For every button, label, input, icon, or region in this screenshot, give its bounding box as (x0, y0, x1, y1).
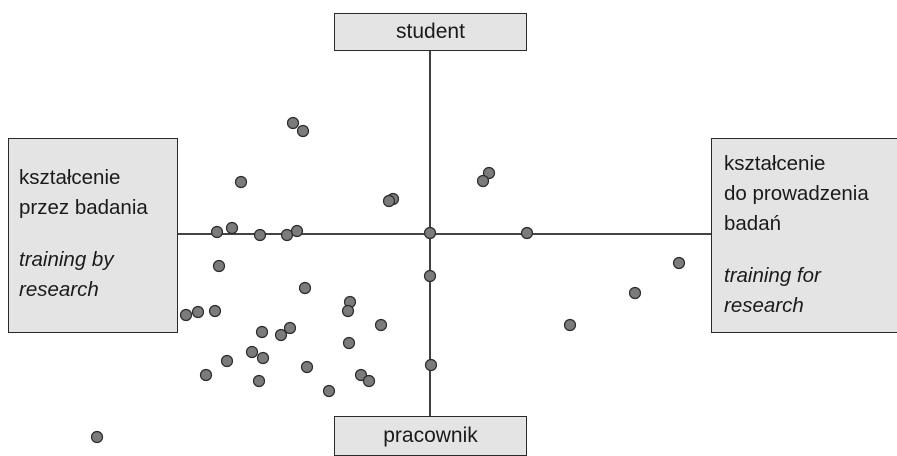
left-label-line-2: przez badania (19, 196, 148, 219)
student-box: student (334, 13, 527, 51)
data-point (191, 305, 205, 319)
data-point (253, 228, 267, 242)
data-point (362, 374, 376, 388)
training-for-research-box: kształcenie do prowadzenia badań trainin… (711, 138, 897, 333)
data-point (234, 175, 248, 189)
data-point (672, 256, 686, 270)
data-point (90, 430, 104, 444)
data-point (199, 368, 213, 382)
data-point (354, 368, 368, 382)
pracownik-label: pracownik (383, 424, 478, 447)
left-label-gap (19, 223, 177, 245)
data-point (256, 351, 270, 365)
right-label-line-1: kształcenie (724, 152, 826, 175)
data-point (280, 228, 294, 242)
data-point (374, 318, 388, 332)
data-point (212, 259, 226, 273)
data-point (322, 384, 336, 398)
right-label-english-line-1: training for (724, 264, 821, 287)
right-label-english-line-2: research (724, 294, 804, 317)
data-point (283, 321, 297, 335)
data-point (423, 226, 437, 240)
student-label: student (396, 20, 465, 43)
data-point (563, 318, 577, 332)
data-point (482, 166, 496, 180)
data-point (225, 221, 239, 235)
data-point (208, 304, 222, 318)
data-point (520, 226, 534, 240)
data-point (286, 116, 300, 130)
data-point (274, 328, 288, 342)
dots-group (90, 116, 686, 444)
data-point (220, 354, 234, 368)
data-point (245, 345, 259, 359)
data-point (382, 194, 396, 208)
data-point (255, 325, 269, 339)
data-point (342, 336, 356, 350)
data-point (252, 374, 266, 388)
left-label-english-line-2: research (19, 278, 99, 301)
data-point (423, 269, 437, 283)
data-point (341, 304, 355, 318)
data-point (628, 286, 642, 300)
right-label-line-2: do prowadzenia (724, 182, 869, 205)
right-label-line-3: badań (724, 212, 782, 235)
data-point (290, 224, 304, 238)
training-by-research-box: kształcenie przez badania training by re… (8, 138, 178, 333)
left-label-line-1: kształcenie (19, 166, 121, 189)
data-point (300, 360, 314, 374)
data-point (296, 124, 310, 138)
data-point (179, 308, 193, 322)
left-label-english-line-1: training by (19, 248, 114, 271)
data-point (210, 225, 224, 239)
data-point (298, 281, 312, 295)
right-label-gap (724, 239, 897, 261)
data-point (424, 358, 438, 372)
pracownik-box: pracownik (334, 416, 527, 456)
data-point (476, 174, 490, 188)
